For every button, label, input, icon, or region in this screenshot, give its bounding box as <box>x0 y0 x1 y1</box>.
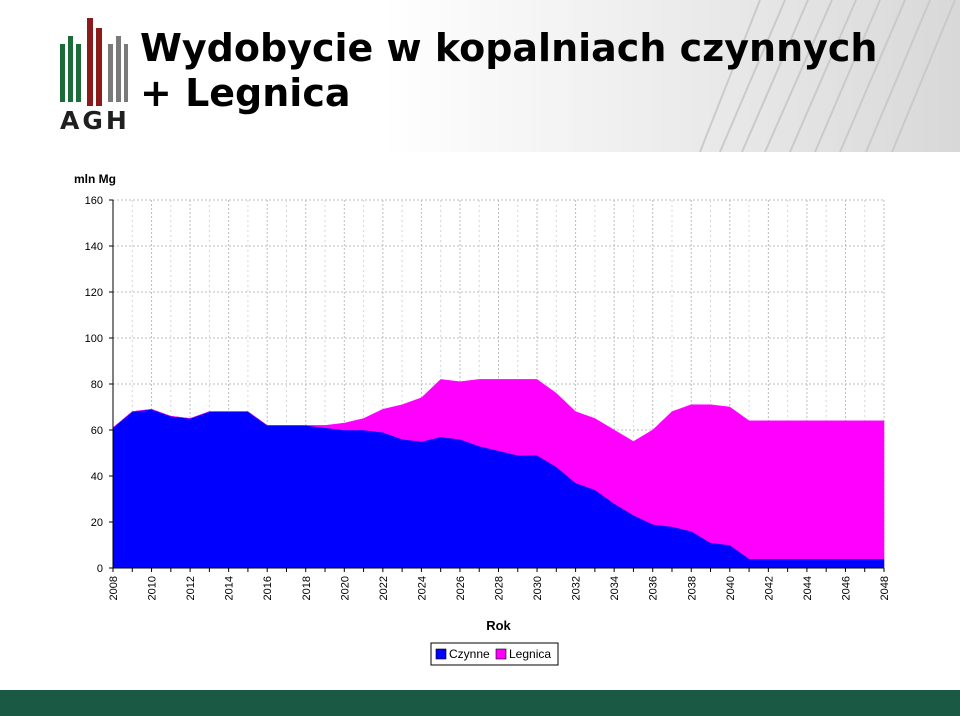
x-axis-title: Rok <box>486 618 511 633</box>
x-tick-label: 2012 <box>185 576 197 600</box>
y-tick-label: 40 <box>91 471 103 483</box>
header-decoration <box>699 0 956 152</box>
y-tick-label: 140 <box>85 241 103 253</box>
legend-swatch-czynne <box>435 648 447 660</box>
x-tick-label: 2020 <box>339 576 351 600</box>
x-tick-label: 2032 <box>571 576 583 600</box>
legend-label-legnica: Legnica <box>509 647 551 661</box>
x-tick-label: 2026 <box>455 576 467 600</box>
legend-swatch-legnica <box>495 648 507 660</box>
x-tick-label: 2022 <box>378 576 390 600</box>
x-tick-label: 2010 <box>147 576 159 600</box>
x-tick-label: 2048 <box>879 576 891 600</box>
x-tick-label: 2030 <box>532 576 544 600</box>
x-tick-label: 2018 <box>301 576 313 600</box>
y-tick-label: 20 <box>91 517 103 529</box>
area-legnica <box>112 379 885 560</box>
y-tick-label: 0 <box>97 563 103 575</box>
y-axis-title: mln Mg <box>74 172 116 186</box>
x-tick-label: 2014 <box>224 576 236 600</box>
agh-logo-icon <box>60 18 128 106</box>
y-tick-label: 80 <box>91 379 103 391</box>
y-tick-label: 60 <box>91 425 103 437</box>
x-tick-label: 2036 <box>648 576 660 600</box>
legend-box <box>430 642 559 666</box>
x-tick-label: 2034 <box>609 576 621 600</box>
x-tick-label: 2008 <box>108 576 120 600</box>
footer-bar <box>0 690 960 716</box>
x-tick-label: 2038 <box>686 576 698 600</box>
title-line-1: Wydobycie w kopalniach czynnych <box>140 26 878 70</box>
logo-text: AGH <box>60 106 130 135</box>
y-tick-label: 100 <box>85 333 103 345</box>
x-tick-label: 2024 <box>416 576 428 600</box>
x-tick-label: 2028 <box>494 576 506 600</box>
x-tick-label: 2040 <box>725 576 737 600</box>
y-tick-label: 120 <box>85 287 103 299</box>
legend-label-czynne: Czynne <box>449 647 490 661</box>
x-tick-label: 2016 <box>262 576 274 600</box>
page-title: Wydobycie w kopalniach czynnych + Legnic… <box>140 26 940 116</box>
x-tick-label: 2046 <box>840 576 852 600</box>
x-tick-label: 2042 <box>763 576 775 600</box>
x-tick-label: 2044 <box>802 576 814 600</box>
y-tick-label: 160 <box>85 195 103 207</box>
title-line-2: + Legnica <box>140 71 351 115</box>
